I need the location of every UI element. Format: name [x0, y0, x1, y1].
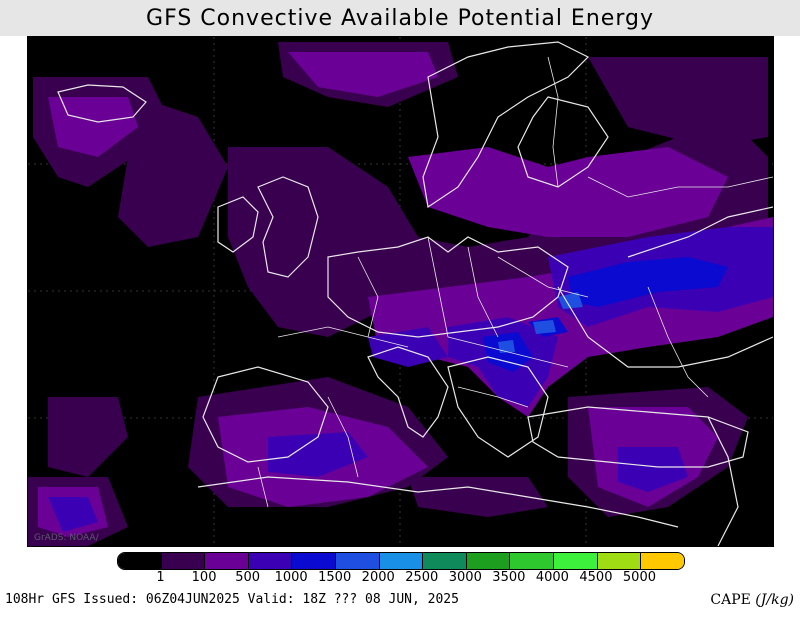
legend-swatch	[466, 553, 511, 569]
legend-tick-label: 1500	[318, 570, 352, 585]
legend-tick-label: 4000	[535, 570, 569, 585]
borders	[257, 56, 773, 508]
legend-swatch	[597, 553, 642, 569]
cape-shading-max	[498, 292, 583, 353]
color-legend-ticks: 1 100 500 1000 1500 2000 2500 3000 3500 4000 4500 5…	[117, 570, 683, 586]
legend-tick-label: 1	[156, 570, 165, 585]
coastlines	[57, 41, 773, 546]
map-panel: GrADS: NOAA/	[27, 36, 774, 547]
legend-swatch	[292, 553, 337, 569]
legend-tick-label: 4500	[579, 570, 613, 585]
legend-tick-label: 5000	[622, 570, 656, 585]
title-bar: GFS Convective Available Potential Energ…	[0, 0, 800, 36]
legend-swatch	[641, 553, 684, 569]
legend-tick-label: 500	[235, 570, 261, 585]
color-legend-bar	[117, 552, 685, 570]
units-name: CAPE	[710, 592, 751, 608]
units-value: (J/kg)	[755, 592, 794, 608]
legend-tick-label: 100	[191, 570, 217, 585]
legend-swatch	[379, 553, 424, 569]
units-label: CAPE (J/kg)	[710, 592, 794, 608]
legend-tick-label: 3000	[448, 570, 482, 585]
legend-swatch	[423, 553, 467, 569]
legend-swatch	[161, 553, 206, 569]
legend-swatch	[248, 553, 293, 569]
legend-swatch	[336, 553, 380, 569]
map-title: GFS Convective Available Potential Energ…	[146, 5, 654, 31]
legend-tick-label: 2000	[361, 570, 395, 585]
map-credit: GrADS: NOAA/	[34, 533, 100, 543]
legend-swatch	[205, 553, 249, 569]
legend-swatch	[510, 553, 555, 569]
legend-swatch	[554, 553, 598, 569]
legend-swatch	[118, 553, 162, 569]
legend-tick-label: 1000	[274, 570, 308, 585]
forecast-info: 108Hr GFS Issued: 06Z04JUN2025 Valid: 18…	[5, 592, 459, 607]
legend-tick-label: 3500	[492, 570, 526, 585]
cape-map: GrADS: NOAA/	[28, 37, 773, 546]
legend-tick-label: 2500	[405, 570, 439, 585]
